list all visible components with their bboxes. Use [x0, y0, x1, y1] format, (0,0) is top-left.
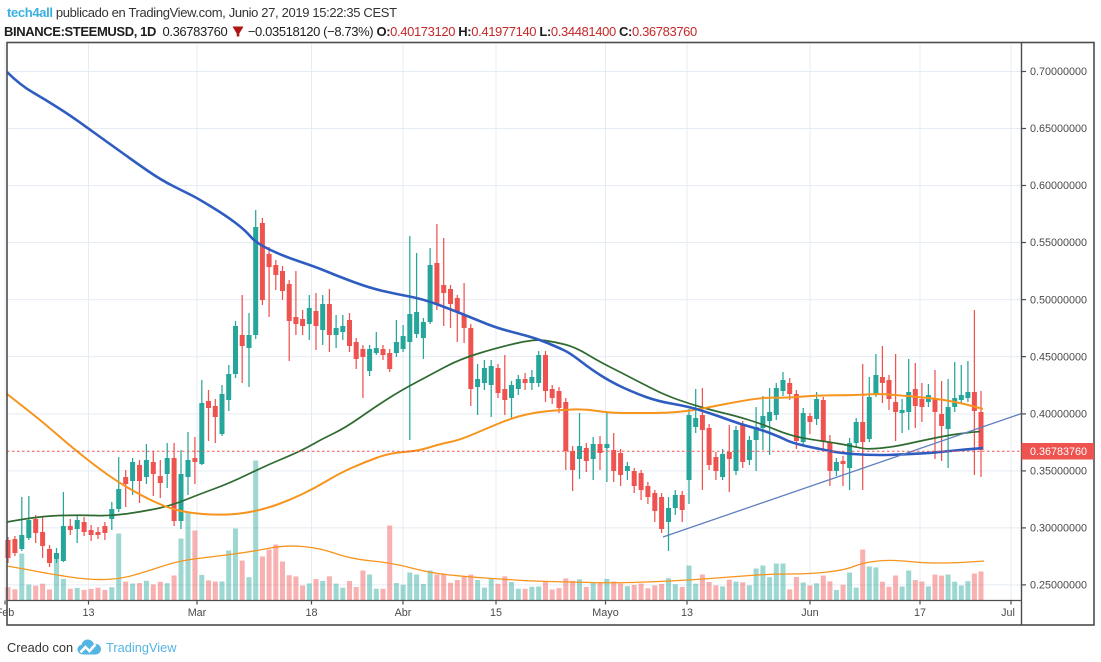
svg-text:0.60000000: 0.60000000 — [1030, 180, 1087, 192]
svg-text:17: 17 — [914, 607, 926, 619]
svg-text:0.45000000: 0.45000000 — [1030, 351, 1087, 363]
svg-text:Abr: Abr — [395, 607, 412, 619]
svg-text:0.30000000: 0.30000000 — [1030, 523, 1087, 535]
svg-text:15: 15 — [490, 607, 502, 619]
svg-text:Jul: Jul — [1001, 607, 1015, 619]
svg-text:Feb: Feb — [0, 607, 14, 619]
svg-text:0.35000000: 0.35000000 — [1030, 466, 1087, 478]
svg-text:13: 13 — [82, 607, 94, 619]
svg-text:0.70000000: 0.70000000 — [1030, 66, 1087, 78]
svg-text:0.40000000: 0.40000000 — [1030, 409, 1087, 421]
svg-text:Mayo: Mayo — [592, 607, 618, 619]
svg-text:0.36783760: 0.36783760 — [1030, 446, 1087, 458]
svg-text:18: 18 — [305, 607, 317, 619]
svg-text:0.50000000: 0.50000000 — [1030, 294, 1087, 306]
svg-text:Jun: Jun — [801, 607, 818, 619]
svg-text:0.65000000: 0.65000000 — [1030, 123, 1087, 135]
svg-text:0.55000000: 0.55000000 — [1030, 237, 1087, 249]
svg-text:0.25000000: 0.25000000 — [1030, 580, 1087, 592]
svg-text:13: 13 — [681, 607, 693, 619]
svg-text:Mar: Mar — [188, 607, 207, 619]
